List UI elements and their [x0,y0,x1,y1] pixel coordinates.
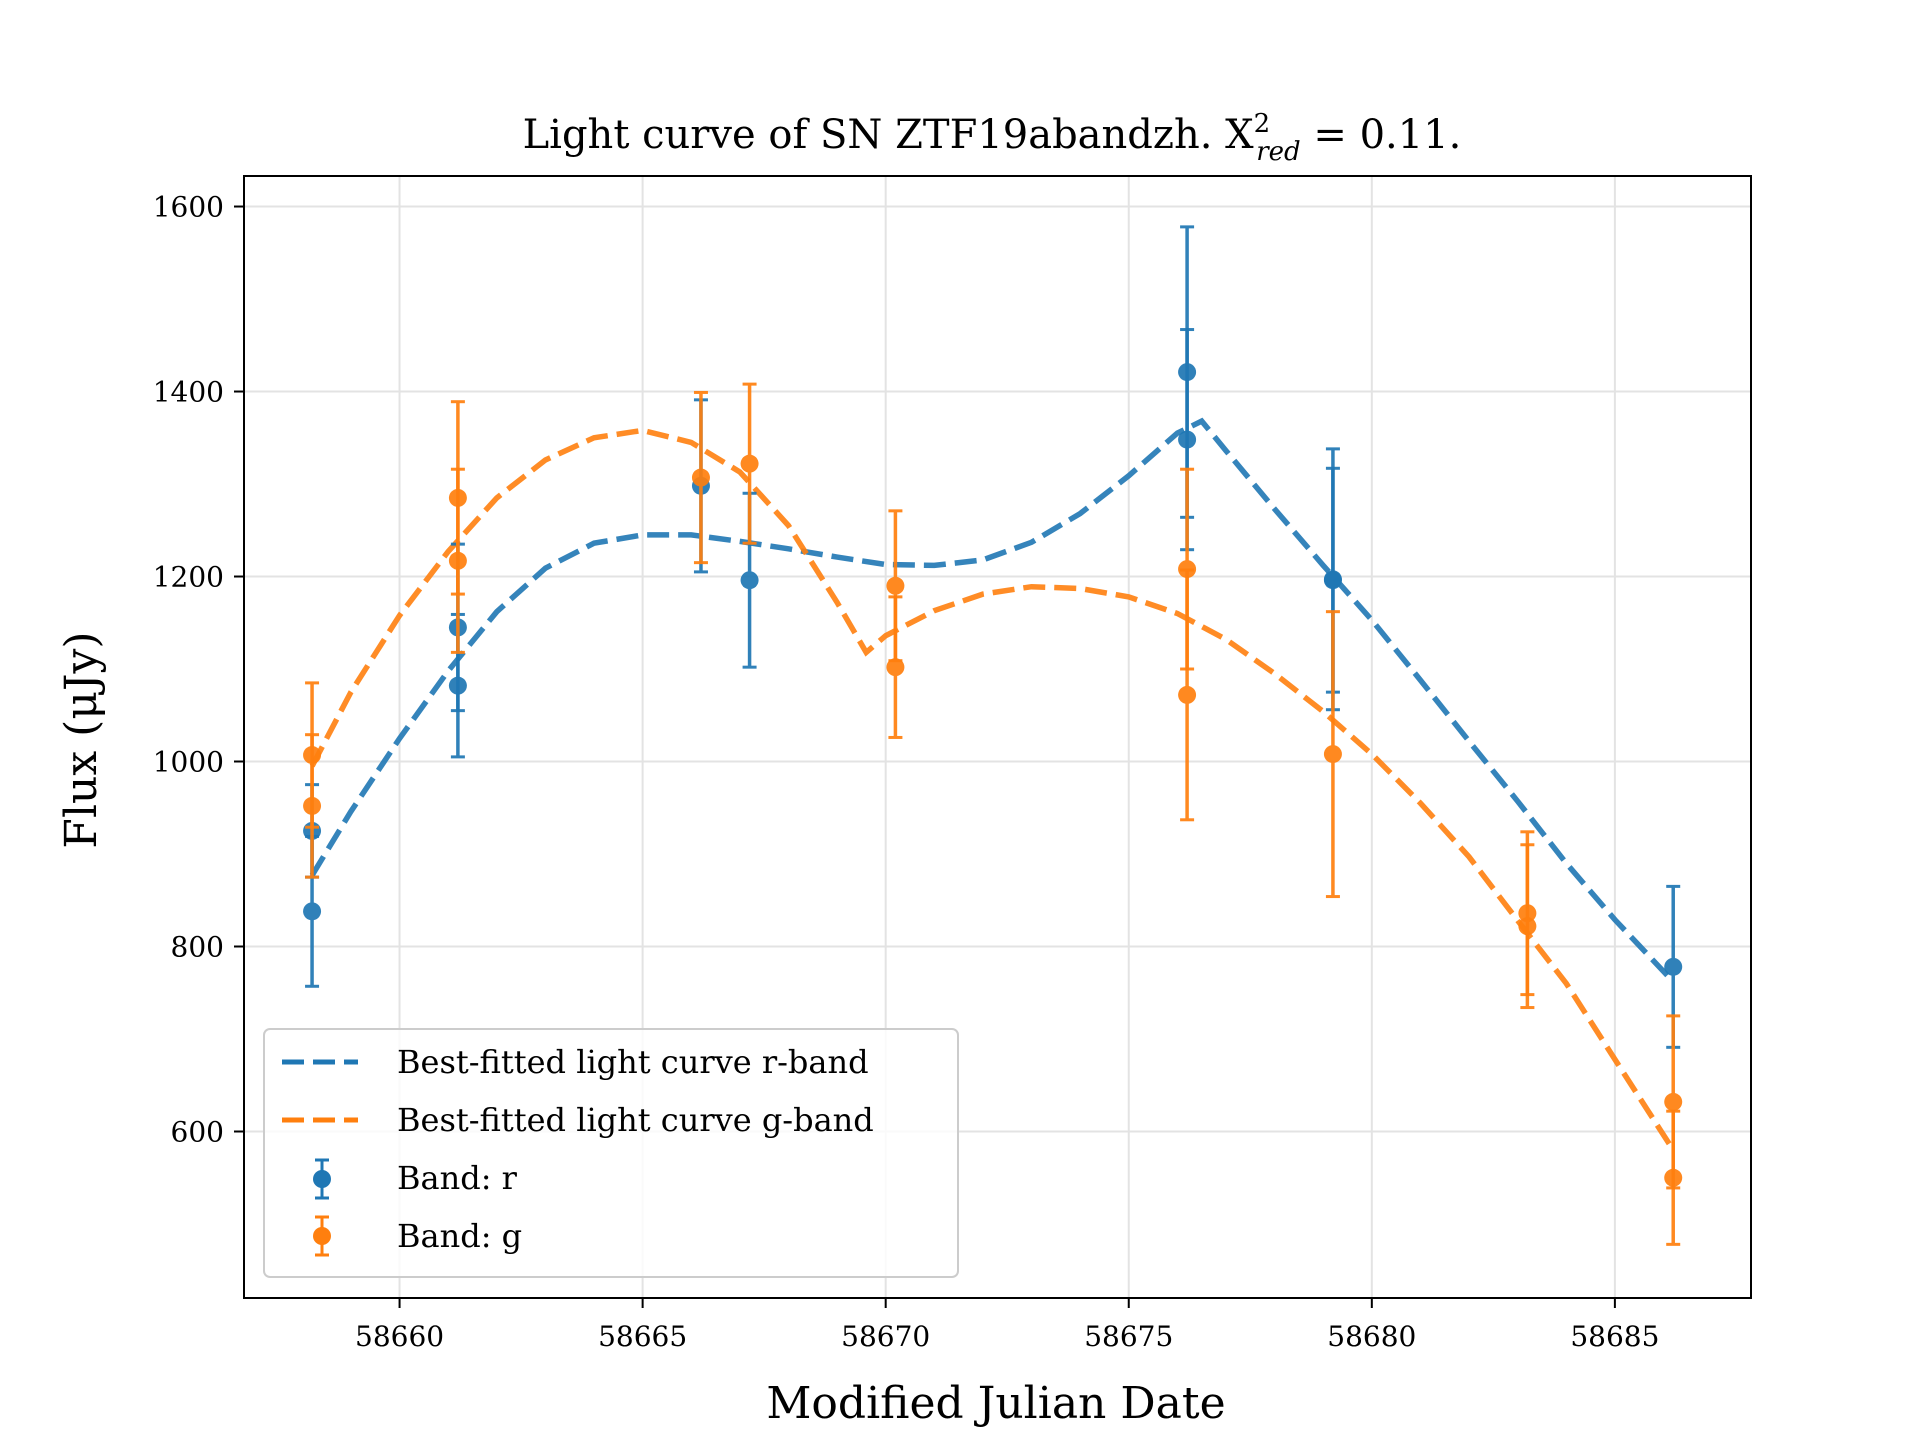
y-tick-label: 1600 [153,191,224,224]
chart-title: Light curve of SN ZTF19abandzh. X2 red = … [523,109,1462,167]
data-point-1 [886,595,905,739]
data-points [303,225,1683,1246]
data-point-1 [1664,1109,1683,1246]
data-point-1 [1323,610,1342,899]
y-tick-label: 600 [171,1116,224,1149]
legend-label-g-fit: Best-fitted light curve g-band [397,1101,874,1139]
y-tick-label: 800 [171,931,224,964]
legend: Best-fitted light curve r-band Best-fitt… [263,1028,959,1278]
axis-ticks: 58660 58665 58670 58675 58680 58685 600 800 1000… [153,191,1660,1353]
data-point-1 [691,390,710,565]
chart-title-tail: = 0.11. [1301,112,1462,158]
legend-label-g-band: Band: g [397,1217,522,1255]
chart-title-superscript: 2 [1254,109,1271,139]
x-tick-label: 58685 [1570,1320,1659,1353]
chart-title-subscript: red [1256,137,1300,167]
fit-curve-2 [309,417,1676,984]
legend-swatch-r-band [313,1158,331,1200]
data-point-1 [1518,843,1537,1010]
y-tick-label: 1000 [153,746,224,779]
x-tick-label: 58680 [1327,1320,1416,1353]
chart-title-main: Light curve of SN ZTF19abandzh. X [523,112,1255,158]
legend-label-r-band: Band: r [397,1159,518,1197]
plot-area-frame [243,175,1752,1299]
data-point-1 [740,382,759,545]
fit-curve-3 [309,427,1676,1152]
y-tick-label: 1200 [153,561,224,594]
x-tick-label: 58665 [598,1320,687,1353]
data-point-1 [303,733,322,879]
data-point-1 [1178,568,1197,822]
x-tick-label: 58670 [841,1320,930,1353]
legend-label-r-fit: Best-fitted light curve r-band [397,1043,869,1081]
legend-box [263,1028,959,1278]
fit-curves [309,417,1676,1152]
legend-swatch-g-band [313,1215,331,1257]
x-axis-label: Modified Julian Date [766,1378,1225,1429]
x-tick-label: 58660 [355,1320,444,1353]
y-axis-label: Flux (μJy) [56,631,107,848]
x-tick-label: 58675 [1084,1320,1173,1353]
y-tick-label: 1400 [153,376,224,409]
data-point-1 [448,467,467,654]
